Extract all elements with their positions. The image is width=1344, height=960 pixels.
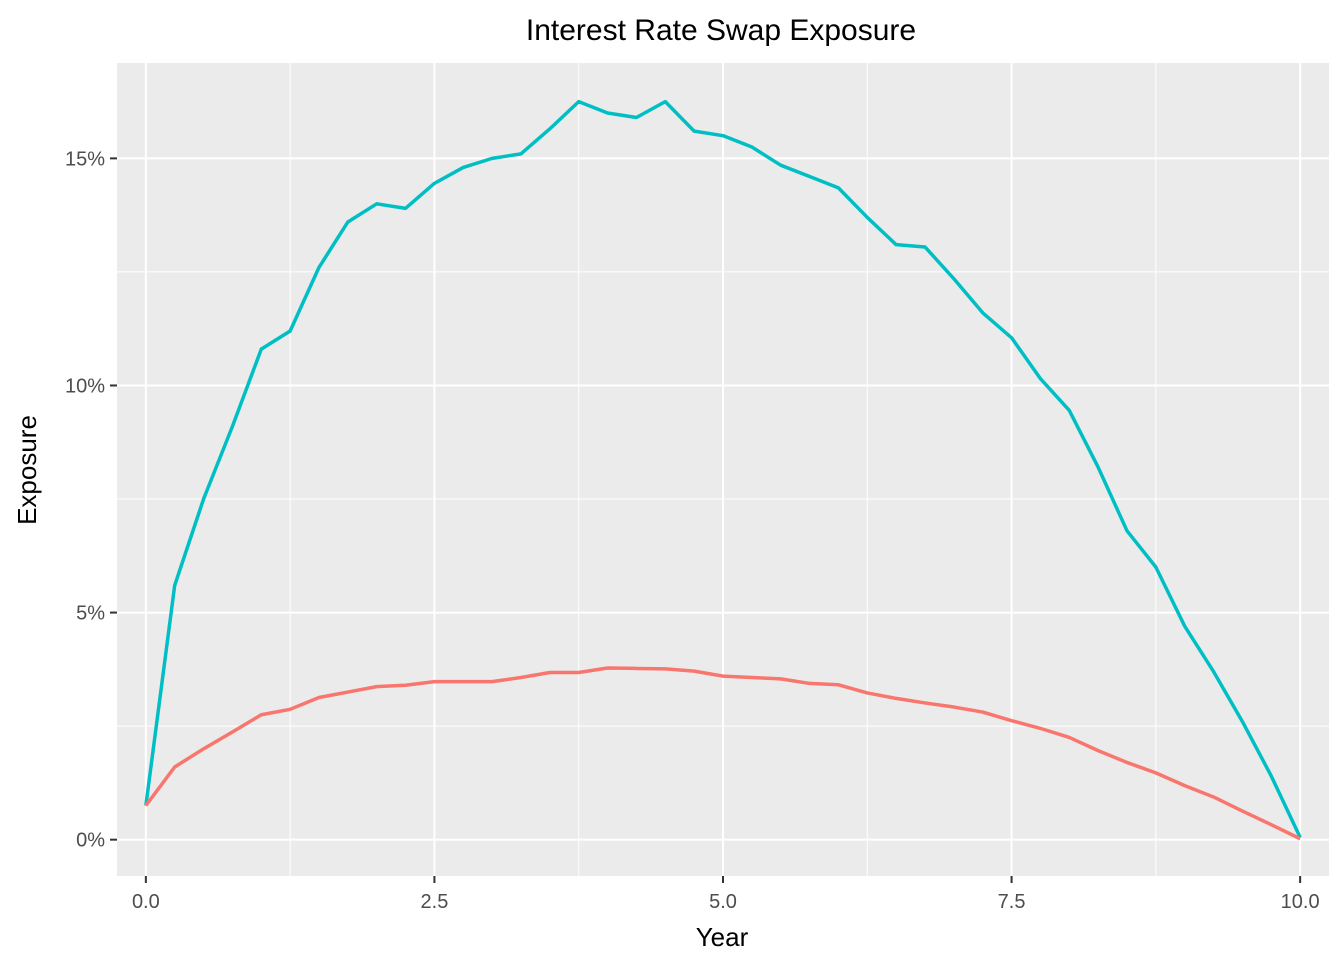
series-line-1 [144, 99, 1302, 839]
x-tick-label: 2.5 [421, 891, 449, 913]
x-axis-ticks: 0.0 2.5 5.0 7.5 10.0 [132, 876, 1320, 913]
x-tick-label: 7.5 [998, 891, 1026, 913]
x-tick-label: 5.0 [709, 891, 737, 913]
y-tick-label: 0% [76, 830, 105, 852]
series-lines [144, 99, 1302, 841]
y-tick-label: 15% [65, 148, 105, 170]
x-tick-label: 10.0 [1281, 891, 1320, 913]
x-axis-title: Year [696, 922, 749, 952]
y-tick-label: 10% [65, 375, 105, 397]
chart-title: Interest Rate Swap Exposure [526, 14, 916, 47]
series-line-2 [144, 666, 1301, 841]
y-axis-ticks: 0% 5% 10% 15% [65, 148, 117, 852]
x-tick-label: 0.0 [132, 891, 160, 913]
y-tick-label: 5% [76, 603, 105, 625]
y-axis-title: Exposure [12, 415, 42, 525]
major-gridlines [117, 63, 1329, 876]
